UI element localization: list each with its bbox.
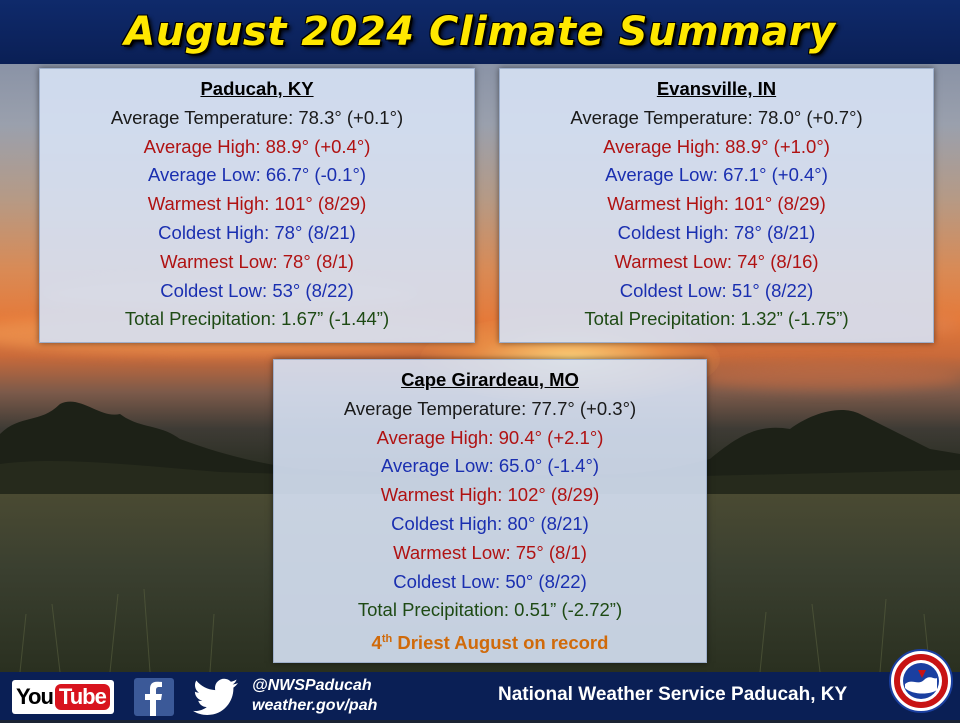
- avg-low: Average Low: 66.7° (-0.1°): [147, 164, 367, 186]
- record-ordinal-suffix: th: [381, 633, 393, 646]
- warmest-high: Warmest High: 101° (8/29): [147, 193, 367, 215]
- total-precip: Total Precipitation: 1.32” (-1.75”): [584, 308, 849, 330]
- station-card-evansville: Evansville, IN Average Temperature: 78.0…: [499, 68, 934, 343]
- coldest-high: Coldest High: 80° (8/21): [391, 512, 589, 534]
- total-precip: Total Precipitation: 1.67” (-1.44”): [124, 308, 390, 330]
- youtube-tube: Tube: [54, 684, 110, 710]
- avg-high: Average High: 90.4° (+2.1°): [376, 426, 604, 448]
- twitter-bird-icon[interactable]: [192, 678, 240, 723]
- avg-high: Average High: 88.9° (+0.4°): [143, 135, 371, 157]
- website-link[interactable]: weather.gov/pah: [252, 697, 378, 714]
- record-note: 4th Driest August on record: [274, 625, 706, 658]
- coldest-low: Coldest Low: 53° (8/22): [160, 279, 354, 301]
- station-name: Paducah, KY: [200, 78, 314, 99]
- warmest-low: Warmest Low: 78° (8/1): [160, 250, 354, 272]
- title-bar: August 2024 Climate Summary: [0, 0, 960, 64]
- twitter-handle[interactable]: @NWSPaducah: [252, 677, 372, 694]
- coldest-low: Coldest Low: 50° (8/22): [393, 570, 587, 592]
- coldest-high: Coldest High: 78° (8/21): [158, 221, 356, 243]
- record-note-text: Driest August on record: [392, 632, 609, 654]
- twitter-glyph: [193, 678, 238, 715]
- coldest-high: Coldest High: 78° (8/21): [617, 221, 816, 243]
- warmest-high: Warmest High: 101° (8/29): [607, 193, 826, 215]
- avg-temp: Average Temperature: 78.3° (+0.1°): [110, 106, 404, 128]
- facebook-icon[interactable]: [134, 678, 174, 716]
- warmest-low: Warmest Low: 74° (8/16): [614, 250, 819, 272]
- record-ordinal: 4: [371, 632, 382, 654]
- office-name: National Weather Service Paducah, KY: [498, 684, 848, 705]
- warmest-high: Warmest High: 102° (8/29): [380, 484, 600, 506]
- station-card-cape-girardeau: Cape Girardeau, MO Average Temperature: …: [273, 359, 707, 663]
- youtube-you: You: [16, 684, 54, 709]
- station-name: Evansville, IN: [656, 78, 777, 99]
- grass-texture: [19, 588, 931, 673]
- warmest-low: Warmest Low: 75° (8/1): [393, 541, 587, 563]
- youtube-logo-icon[interactable]: You Tube: [12, 680, 114, 714]
- footer-bar: You Tube @NWSPaducah weather.gov/pah Nati…: [0, 672, 960, 720]
- total-precip: Total Precipitation: 0.51” (-2.72”): [357, 599, 623, 621]
- station-card-paducah: Paducah, KY Average Temperature: 78.3° (…: [39, 68, 475, 343]
- noaa-nws-seal-icon: [889, 649, 953, 713]
- facebook-glyph: [145, 681, 162, 716]
- avg-high: Average High: 88.9° (+1.0°): [603, 135, 830, 157]
- avg-temp: Average Temperature: 77.7° (+0.3°): [343, 397, 637, 419]
- social-handles: @NWSPaducah weather.gov/pah: [252, 676, 377, 716]
- avg-low: Average Low: 65.0° (-1.4°): [380, 455, 600, 477]
- coldest-low: Coldest Low: 51° (8/22): [619, 279, 814, 301]
- avg-low: Average Low: 67.1° (+0.4°): [605, 164, 828, 186]
- page-title: August 2024 Climate Summary: [124, 9, 836, 55]
- station-name: Cape Girardeau, MO: [401, 369, 579, 390]
- avg-temp: Average Temperature: 78.0° (+0.7°): [570, 106, 863, 128]
